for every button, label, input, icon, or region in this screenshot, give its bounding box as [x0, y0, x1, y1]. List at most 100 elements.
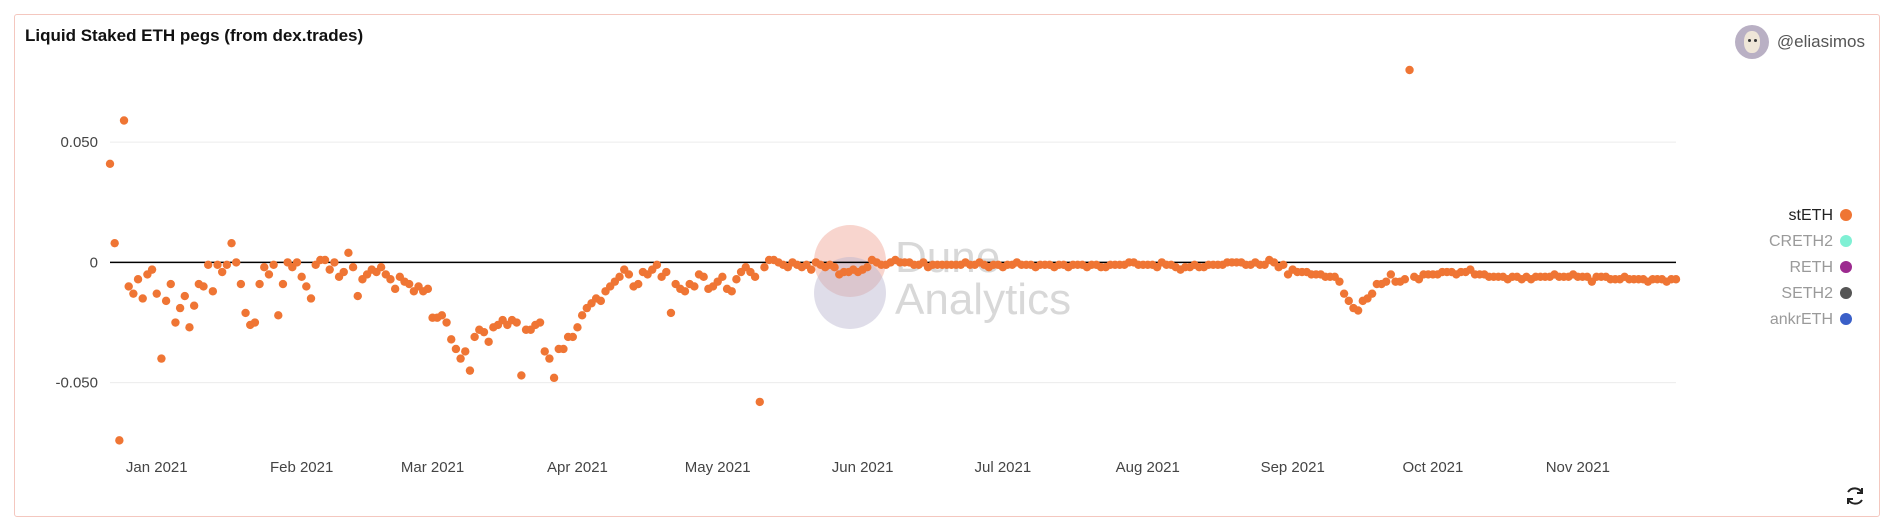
data-point-steth — [325, 265, 334, 274]
data-point-steth — [227, 238, 236, 248]
data-point-steth — [806, 265, 816, 274]
data-point-steth — [1335, 277, 1344, 286]
x-tick-label: Mar 2021 — [401, 459, 464, 476]
y-tick-label: 0.050 — [60, 134, 98, 151]
data-point-steth — [302, 282, 311, 291]
data-point-steth — [652, 260, 662, 270]
data-point-steth — [423, 284, 433, 294]
data-point-steth — [189, 301, 199, 310]
data-point-steth — [442, 318, 451, 327]
data-point-steth — [110, 238, 119, 248]
data-point-steth — [344, 248, 353, 257]
y-tick-label: 0 — [90, 254, 98, 271]
legend-label-seth2[interactable]: SETH2 — [1781, 285, 1833, 302]
data-point-steth — [1367, 289, 1377, 298]
data-point-steth — [250, 318, 260, 327]
data-point-steth — [559, 344, 568, 354]
legend-label-reth[interactable]: RETH — [1789, 259, 1833, 276]
data-point-steth — [157, 354, 166, 363]
data-point-steth — [470, 332, 479, 342]
data-point-steth — [390, 284, 400, 294]
x-tick-label: Sep 2021 — [1261, 459, 1325, 476]
chart-card: Liquid Staked ETH pegs (from dex.trades)… — [14, 14, 1880, 517]
avatar[interactable] — [1734, 25, 1769, 59]
data-point-steth — [105, 159, 115, 168]
data-point-steth — [133, 275, 143, 284]
data-point-steth — [750, 272, 760, 282]
data-point-steth — [461, 347, 470, 356]
x-tick-label: Jan 2021 — [126, 459, 188, 476]
data-point-steth — [465, 366, 475, 375]
author-handle[interactable]: @eliasimos — [1776, 32, 1865, 51]
x-tick-label: Nov 2021 — [1546, 459, 1610, 476]
legend-swatch-reth[interactable] — [1840, 261, 1852, 273]
data-point-steth — [456, 354, 465, 363]
data-point-steth — [680, 287, 690, 296]
data-point-steth — [1400, 275, 1410, 284]
data-point-steth — [1381, 277, 1391, 286]
data-point-steth — [213, 260, 222, 270]
data-point-steth — [666, 308, 676, 318]
data-point-steth — [138, 294, 147, 303]
avatar-eye-right — [1753, 39, 1757, 42]
data-point-steth — [732, 275, 741, 284]
x-tick-label: Feb 2021 — [270, 459, 333, 476]
data-point-steth — [292, 258, 302, 267]
data-point-steth — [830, 263, 839, 272]
legend-label-creth2[interactable]: CRETH2 — [1769, 233, 1833, 250]
data-point-steth — [199, 282, 208, 291]
data-point-steth — [1386, 270, 1396, 279]
data-point-steth — [236, 279, 246, 289]
data-point-steth — [339, 267, 348, 277]
data-point-steth — [269, 260, 278, 270]
data-point-steth — [718, 272, 727, 282]
avatar-eye-left — [1747, 39, 1751, 42]
data-point-steth — [662, 267, 671, 277]
watermark-line1: Dune — [895, 233, 1000, 282]
data-point-steth — [447, 335, 456, 344]
refresh-icon[interactable] — [1843, 484, 1867, 508]
x-tick-label: Jul 2021 — [974, 459, 1031, 476]
x-tick-label: Aug 2021 — [1116, 459, 1180, 476]
data-point-steth — [517, 371, 526, 380]
data-point-steth — [348, 263, 358, 272]
legend-swatch-ankreth[interactable] — [1840, 313, 1852, 325]
data-point-steth — [274, 311, 283, 320]
data-point-steth — [115, 436, 124, 445]
data-point-steth — [1671, 275, 1681, 284]
data-point-steth — [484, 337, 493, 346]
data-point-steth — [437, 311, 447, 320]
data-point-steth — [320, 255, 330, 265]
data-point-steth — [755, 397, 764, 407]
legend-swatch-seth2[interactable] — [1840, 287, 1852, 299]
data-point-steth — [634, 279, 643, 289]
data-point-steth — [760, 263, 769, 272]
data-point-steth — [386, 275, 395, 284]
data-point-steth — [260, 263, 269, 272]
data-point-steth — [208, 287, 218, 296]
y-tick-label: -0.050 — [55, 375, 98, 392]
data-point-steth — [166, 279, 175, 289]
author-badge[interactable]: @eliasimos — [1734, 25, 1865, 59]
watermark-circle-b — [814, 257, 886, 329]
watermark-line2: Analytics — [895, 275, 1071, 324]
data-point-steth — [217, 267, 227, 277]
data-point-steth — [568, 332, 577, 342]
data-point-steth — [376, 263, 386, 272]
data-point-steth — [615, 272, 624, 282]
data-point-steth — [535, 318, 545, 327]
legend-label-steth[interactable]: stETH — [1789, 207, 1833, 224]
data-point-steth — [545, 354, 554, 363]
data-point-steth — [512, 318, 521, 327]
data-point-steth — [404, 279, 414, 289]
data-point-steth — [690, 282, 699, 291]
legend-label-ankreth[interactable]: ankrETH — [1770, 311, 1833, 328]
legend-swatch-steth[interactable] — [1840, 209, 1852, 221]
data-point-steth — [203, 260, 213, 270]
data-point-steth — [1405, 65, 1414, 75]
legend-swatch-creth2[interactable] — [1840, 235, 1852, 247]
data-point-steth — [353, 291, 362, 301]
data-point-steth — [577, 311, 587, 320]
data-point-steth — [232, 258, 241, 267]
